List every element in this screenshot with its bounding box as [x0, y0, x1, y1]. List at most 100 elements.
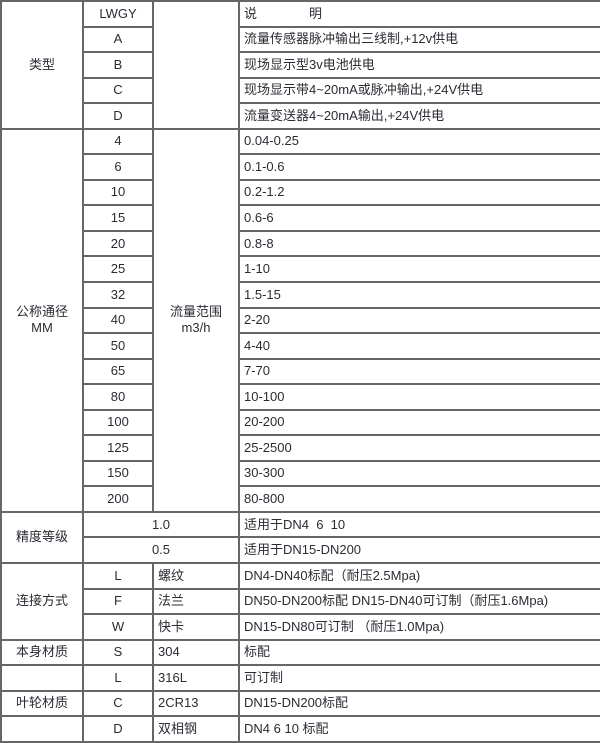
table-row: 25 1-10 — [1, 255, 600, 283]
table-row: 200 80-800 — [1, 485, 600, 513]
type-desc-cell: 流量变送器4~20mA输出,+24V供电 — [238, 102, 600, 130]
table-row: 0.5 适用于DN15-DN200 — [1, 536, 600, 565]
diameter-size-cell: 200 — [82, 485, 154, 513]
table-row: 6 0.1-0.6 — [1, 153, 600, 181]
diameter-size-cell: 25 — [82, 255, 154, 283]
table-row: 精度等级 1.0 适用于DN4 6 10 — [0, 510, 600, 565]
table-row: 公称通径 MM 4 流量范围 m3/h 0.04-0.25 — [0, 127, 600, 513]
table-row: 65 7-70 — [1, 357, 600, 386]
table-row: D 流量变送器4~20mA输出,+24V供电 — [1, 102, 600, 130]
body-material-code-cell: S — [82, 638, 154, 667]
connection-desc-cell: DN15-DN80可订制 （耐压1.0Mpa) — [238, 613, 600, 641]
diameter-size-cell: 150 — [82, 459, 154, 488]
table-row: 125 25-2500 — [1, 434, 600, 462]
flow-range-cell: 20-200 — [238, 408, 600, 437]
connection-name-cell: 法兰 — [152, 587, 240, 616]
table-row: F 法兰 DN50-DN200标配 DN15-DN40可订制（耐压1.6Mpa) — [1, 587, 600, 616]
model-code-header: LWGY — [82, 0, 154, 28]
diameter-size-cell: 4 — [82, 127, 154, 156]
impeller-desc-cell: DN15-DN200标配 — [238, 689, 600, 718]
flow-range-cell: 25-2500 — [238, 434, 600, 462]
flow-range-cell: 1-10 — [238, 255, 600, 283]
table-row: 15 0.6-6 — [1, 204, 600, 232]
table-row: 本身材质 S 304 标配 — [0, 638, 600, 667]
diameter-size-cell: 15 — [82, 204, 154, 232]
table-row: 20 0.8-8 — [1, 229, 600, 258]
connection-desc-cell: DN50-DN200标配 DN15-DN40可订制（耐压1.6Mpa) — [238, 587, 600, 616]
table-row: A 流量传感器脉冲输出三线制,+12v供电 — [1, 25, 600, 54]
diameter-size-cell: 20 — [82, 229, 154, 258]
flow-range-cell: 0.04-0.25 — [238, 127, 600, 156]
diameter-size-cell: 100 — [82, 408, 154, 437]
impeller-desc-cell: DN4 6 10 标配 — [238, 715, 600, 743]
flow-range-cell: 0.8-8 — [238, 229, 600, 258]
flow-range-cell: 30-300 — [238, 459, 600, 488]
accuracy-desc-cell: 适用于DN15-DN200 — [238, 536, 600, 565]
table-row: 150 30-300 — [1, 459, 600, 488]
diameter-size-cell: 50 — [82, 332, 154, 360]
type-desc-cell: 现场显示型3v电池供电 — [238, 51, 600, 79]
diameter-size-cell: 125 — [82, 434, 154, 462]
accuracy-value-cell: 0.5 — [82, 536, 240, 565]
flow-range-cell: 2-20 — [238, 306, 600, 335]
table-row: 32 1.5-15 — [1, 281, 600, 309]
impeller-section-label: 叶轮材质 — [0, 689, 84, 718]
impeller-name-cell: 2CR13 — [152, 689, 240, 718]
description-header: 说 明 — [238, 0, 600, 28]
impeller-label-empty-cell — [0, 664, 84, 692]
diameter-size-cell: 65 — [82, 357, 154, 386]
type-middle-empty-cell — [152, 0, 240, 130]
flow-range-cell: 1.5-15 — [238, 281, 600, 309]
flow-range-cell: 10-100 — [238, 383, 600, 411]
body-material-name-cell: 304 — [152, 638, 240, 667]
flow-range-label: 流量范围 m3/h — [152, 127, 240, 513]
table-row: 叶轮材质 C 2CR13 DN15-DN200标配 — [0, 689, 600, 718]
impeller-name-cell: 双相钢 — [152, 715, 240, 743]
type-code-cell: B — [82, 51, 154, 79]
table-row: 50 4-40 — [1, 332, 600, 360]
diameter-size-cell: 80 — [82, 383, 154, 411]
impeller-code-cell: C — [82, 689, 154, 718]
connection-code-cell: W — [82, 613, 154, 641]
type-desc-cell: 现场显示带4~20mA或脉冲输出,+24V供电 — [238, 76, 600, 105]
flow-range-cell: 0.1-0.6 — [238, 153, 600, 181]
connection-name-cell: 快卡 — [152, 613, 240, 641]
type-code-cell: D — [82, 102, 154, 130]
table-row: C 现场显示带4~20mA或脉冲输出,+24V供电 — [1, 76, 600, 105]
accuracy-desc-cell: 适用于DN4 6 10 — [238, 510, 600, 539]
table-row: 类型 LWGY 说 明 — [0, 0, 600, 130]
impeller-code-cell: L — [82, 664, 154, 692]
table-row: 40 2-20 — [1, 306, 600, 335]
flow-range-cell: 0.2-1.2 — [238, 178, 600, 207]
flow-range-cell: 4-40 — [238, 332, 600, 360]
impeller-desc-cell: 可订制 — [238, 664, 600, 692]
flow-range-cell: 0.6-6 — [238, 204, 600, 232]
flow-range-cell: 80-800 — [238, 485, 600, 513]
type-code-cell: A — [82, 25, 154, 54]
type-section-label: 类型 — [0, 0, 84, 130]
table-row: 连接方式 L 螺纹 DN4-DN40标配（耐压2.5Mpa) — [0, 562, 600, 641]
connection-name-cell: 螺纹 — [152, 562, 240, 590]
connection-section-label: 连接方式 — [0, 562, 84, 641]
diameter-size-cell: 6 — [82, 153, 154, 181]
diameter-size-cell: 10 — [82, 178, 154, 207]
body-material-section-label: 本身材质 — [0, 638, 84, 667]
accuracy-value-cell: 1.0 — [82, 510, 240, 539]
connection-code-cell: L — [82, 562, 154, 590]
table-row: L 316L 可订制 — [0, 664, 600, 692]
connection-code-cell: F — [82, 587, 154, 616]
type-code-cell: C — [82, 76, 154, 105]
accuracy-section-label: 精度等级 — [0, 510, 84, 565]
impeller-code-cell: D — [82, 715, 154, 743]
table-row: 100 20-200 — [1, 408, 600, 437]
impeller-label-empty-cell — [0, 715, 84, 743]
diameter-size-cell: 32 — [82, 281, 154, 309]
table-row: 80 10-100 — [1, 383, 600, 411]
table-row: W 快卡 DN15-DN80可订制 （耐压1.0Mpa) — [1, 613, 600, 641]
table-row: 10 0.2-1.2 — [1, 178, 600, 207]
impeller-name-cell: 316L — [152, 664, 240, 692]
connection-desc-cell: DN4-DN40标配（耐压2.5Mpa) — [238, 562, 600, 590]
type-desc-cell: 流量传感器脉冲输出三线制,+12v供电 — [238, 25, 600, 54]
diameter-size-cell: 40 — [82, 306, 154, 335]
